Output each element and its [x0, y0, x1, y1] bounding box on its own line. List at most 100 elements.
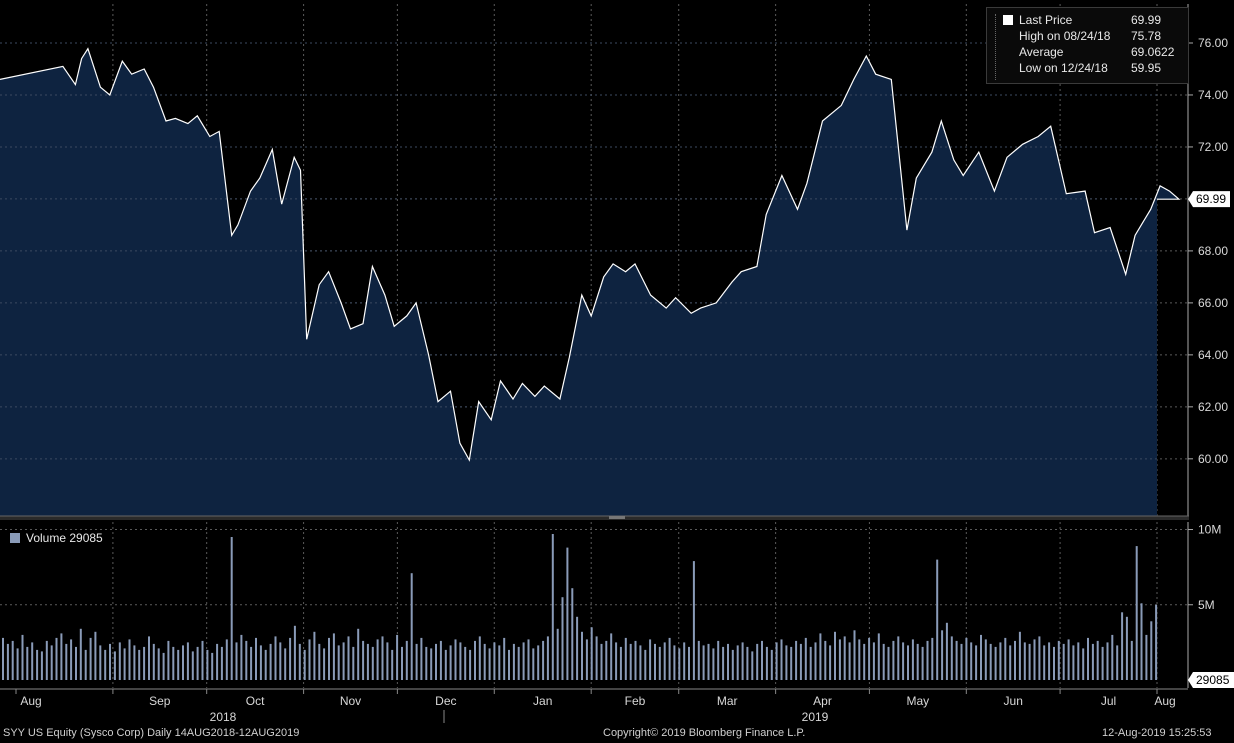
volume-bar: [697, 640, 700, 680]
volume-bar: [639, 645, 642, 680]
volume-bar: [138, 649, 141, 680]
volume-bar: [517, 646, 520, 680]
volume-bar: [357, 628, 360, 680]
volume-bar: [65, 643, 68, 680]
volume-bar: [508, 649, 510, 680]
volume-bar: [401, 646, 403, 680]
volume-bar: [104, 649, 107, 680]
volume-bar: [435, 643, 437, 680]
volume-bar: [980, 634, 982, 680]
volume-bar: [483, 643, 486, 680]
last-price-tag: [1188, 191, 1230, 208]
volume-bar: [868, 637, 871, 680]
footer-security: SYY US Equity (Sysco Corp) Daily 14AUG20…: [3, 727, 300, 739]
price-tick-label: 74.00: [1198, 88, 1228, 102]
volume-bar: [60, 633, 63, 680]
volume-bar: [542, 640, 545, 680]
x-year-label: 2018: [210, 710, 237, 724]
volume-bar: [425, 646, 428, 680]
volume-tick-label: 5M: [1198, 598, 1215, 612]
volume-bar: [36, 649, 39, 680]
x-month-label: Apr: [813, 694, 832, 708]
volume-bar: [770, 649, 773, 680]
volume-bar: [926, 640, 929, 680]
volume-bar: [1087, 637, 1089, 680]
volume-bar: [386, 642, 389, 680]
volume-bar: [216, 643, 219, 680]
volume-bar: [590, 627, 593, 680]
volume-bar: [872, 642, 875, 680]
volume-legend: Volume 29085: [10, 531, 103, 545]
volume-bar: [1130, 640, 1133, 680]
volume-bar: [410, 573, 413, 680]
legend-label: Low on 12/24/18: [1019, 61, 1108, 75]
price-area: [0, 48, 1179, 516]
pane-divider-handle: [609, 516, 625, 519]
pane-divider: [0, 516, 1189, 520]
volume-bar: [702, 645, 705, 680]
volume-bar: [396, 634, 399, 680]
volume-bar: [70, 639, 73, 680]
volume-bar: [45, 640, 48, 680]
volume-bar: [230, 537, 233, 680]
volume-bar: [152, 643, 155, 680]
volume-bar: [99, 645, 102, 680]
volume-bar: [654, 643, 656, 680]
volume-bar: [298, 643, 301, 680]
volume-bar: [94, 631, 97, 680]
volume-bar: [775, 642, 778, 680]
legend-row-average: Average 69.0622: [987, 44, 1188, 60]
volume-bar: [877, 633, 880, 680]
volume-bar: [941, 630, 944, 680]
volume-bar: [89, 637, 92, 680]
volume-bar: [143, 646, 146, 680]
x-month-label: Feb: [625, 694, 646, 708]
volume-bar: [352, 646, 355, 680]
volume-bar: [916, 643, 919, 680]
volume-bar: [848, 642, 851, 680]
volume-bar: [1101, 646, 1104, 680]
volume-last-tag: [1188, 672, 1234, 688]
volume-bar: [332, 633, 335, 680]
volume-bar: [430, 648, 433, 680]
volume-bar: [707, 643, 710, 680]
volume-bar: [220, 646, 223, 680]
volume-bar: [1053, 646, 1055, 680]
volume-bar: [123, 648, 126, 680]
volume-bar: [449, 645, 452, 680]
volume-bar: [1116, 645, 1119, 680]
legend-label: Average: [1019, 45, 1064, 59]
volume-bar: [1106, 642, 1109, 680]
volume-bar: [362, 640, 365, 680]
volume-bar: [259, 645, 262, 680]
volume-bar: [1018, 631, 1021, 680]
volume-bar: [683, 642, 686, 680]
last-price-tag-label: 69.99: [1196, 192, 1226, 206]
legend-value: 69.99: [1131, 13, 1162, 27]
volume-bar: [211, 652, 214, 680]
volume-bar: [600, 643, 603, 680]
volume-bar: [907, 645, 909, 680]
volume-bar: [527, 639, 530, 680]
volume-bar: [162, 652, 165, 680]
volume-bar: [118, 642, 121, 680]
volume-bar: [892, 640, 895, 680]
volume-bar: [303, 649, 306, 680]
volume-bar: [26, 646, 29, 680]
volume-bar: [55, 637, 58, 680]
legend-tree-connector: [995, 14, 1008, 80]
volume-bar: [328, 637, 330, 680]
volume-bar: [965, 637, 968, 680]
volume-bar: [1135, 546, 1138, 680]
volume-bar: [809, 646, 812, 680]
volume-bar: [1028, 643, 1031, 680]
volume-bar: [255, 637, 257, 680]
volume-bar: [366, 643, 369, 680]
volume-bar: [478, 636, 481, 680]
price-tick-label: 64.00: [1198, 348, 1228, 362]
volume-bar: [371, 646, 374, 680]
volume-bar: [1091, 643, 1094, 680]
volume-bar: [464, 646, 467, 680]
volume-bar: [31, 642, 34, 680]
volume-bar: [644, 649, 647, 680]
